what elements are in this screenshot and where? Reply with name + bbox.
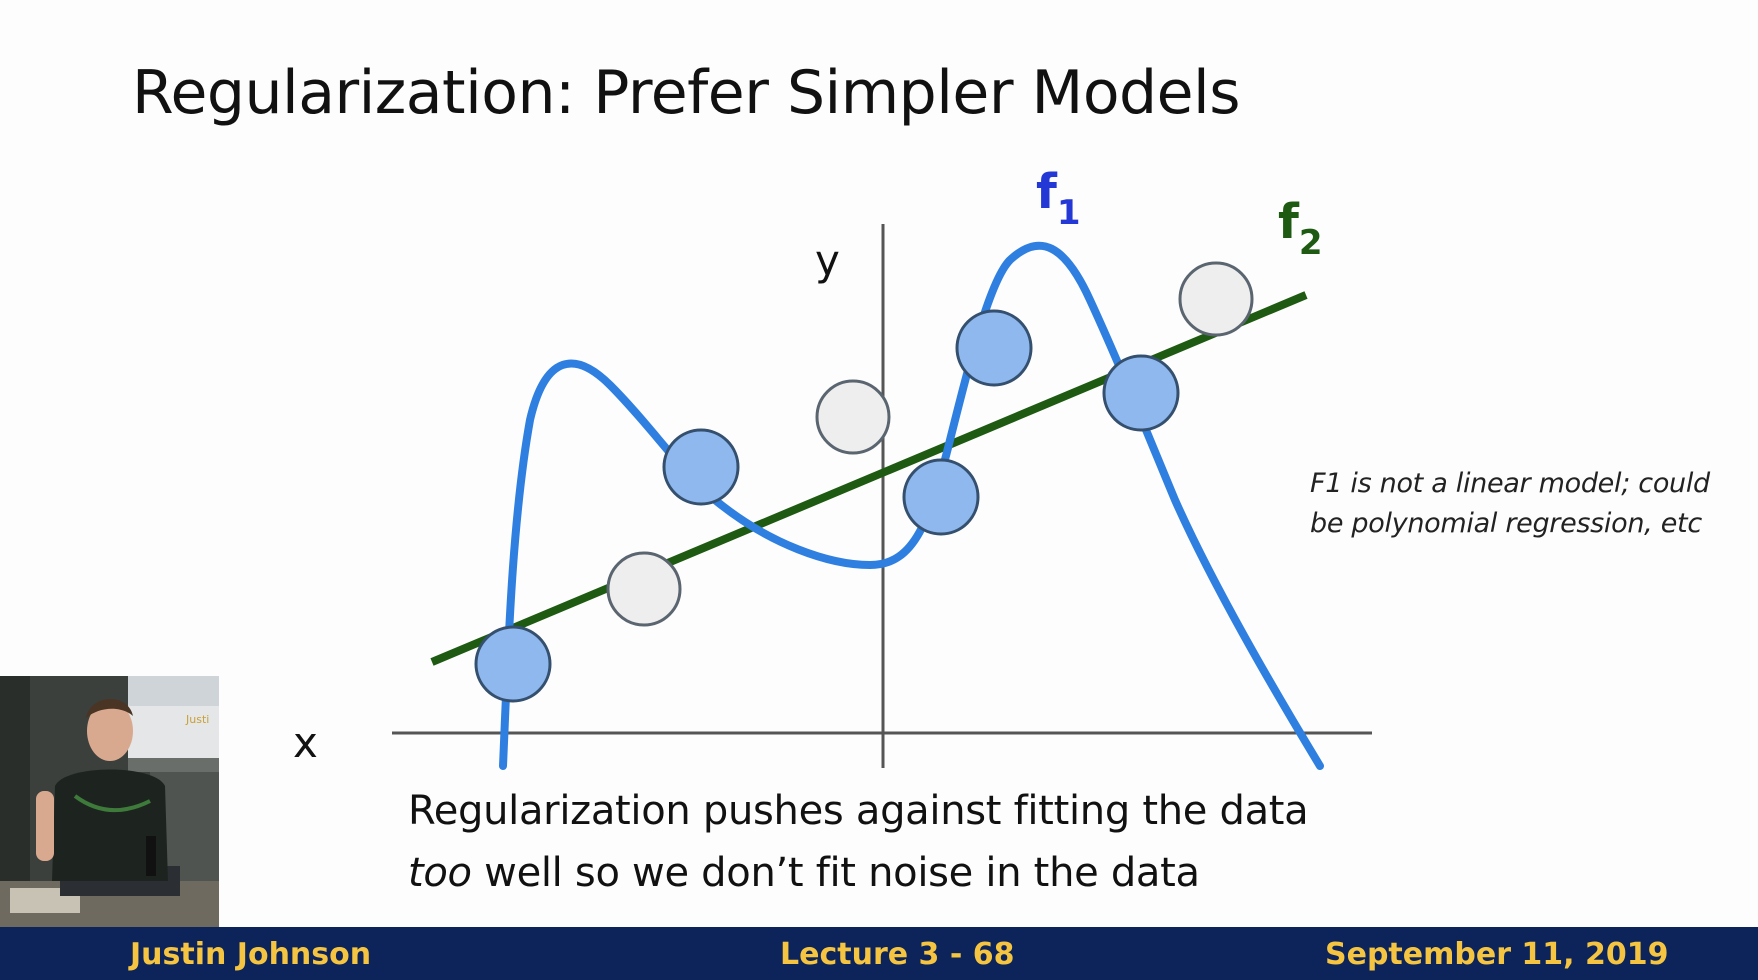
blue-data-point [474,625,552,703]
regularization-diagram: x y f1 f2 [293,164,1372,770]
y-axis-label: y [815,236,840,285]
f1-label-subscript: 1 [1057,193,1081,233]
x-axis-label: x [293,718,318,767]
f1-label-main: f [1036,164,1058,220]
f2-line [430,291,1308,666]
caption: Regularization pushes against fitting th… [408,780,1388,904]
footer-bar: Justin Johnson Lecture 3 - 68 September … [0,927,1758,980]
f2-label-main: f [1278,194,1300,250]
footer-date: September 11, 2019 [1325,937,1669,972]
footer-lecture-number: Lecture 3 - 68 [780,937,1015,972]
f2-label: f2 [1278,194,1323,263]
speaker-video-thumbnail: Justi [0,676,219,927]
gray-data-point [815,379,891,455]
f2-label-subscript: 2 [1299,223,1323,263]
gray-data-point [1178,261,1254,337]
gray-data-point [606,551,682,627]
caption-emphasis: too [408,850,472,896]
slide: Regularization: Prefer Simpler Models x … [0,58,1711,927]
speaker-video-image: Justi [0,676,219,927]
footer-author: Justin Johnson [130,937,372,972]
blue-data-point [662,428,740,506]
blue-data-point [1102,354,1180,432]
f1-label: f1 [1036,164,1081,233]
caption-line-2-rest: well so we don’t fit noise in the data [471,850,1200,896]
side-note: F1 is not a linear model; could be polyn… [1310,468,1710,539]
slide-title: Regularization: Prefer Simpler Models [132,58,1240,128]
caption-line-2: too well so we don’t fit noise in the da… [408,842,1388,904]
f1-curve [499,241,1324,770]
blue-data-point [902,458,980,536]
blue-data-point [955,309,1033,387]
caption-line-1: Regularization pushes against fitting th… [408,788,1309,834]
video-name-tag: Justi [185,713,209,726]
